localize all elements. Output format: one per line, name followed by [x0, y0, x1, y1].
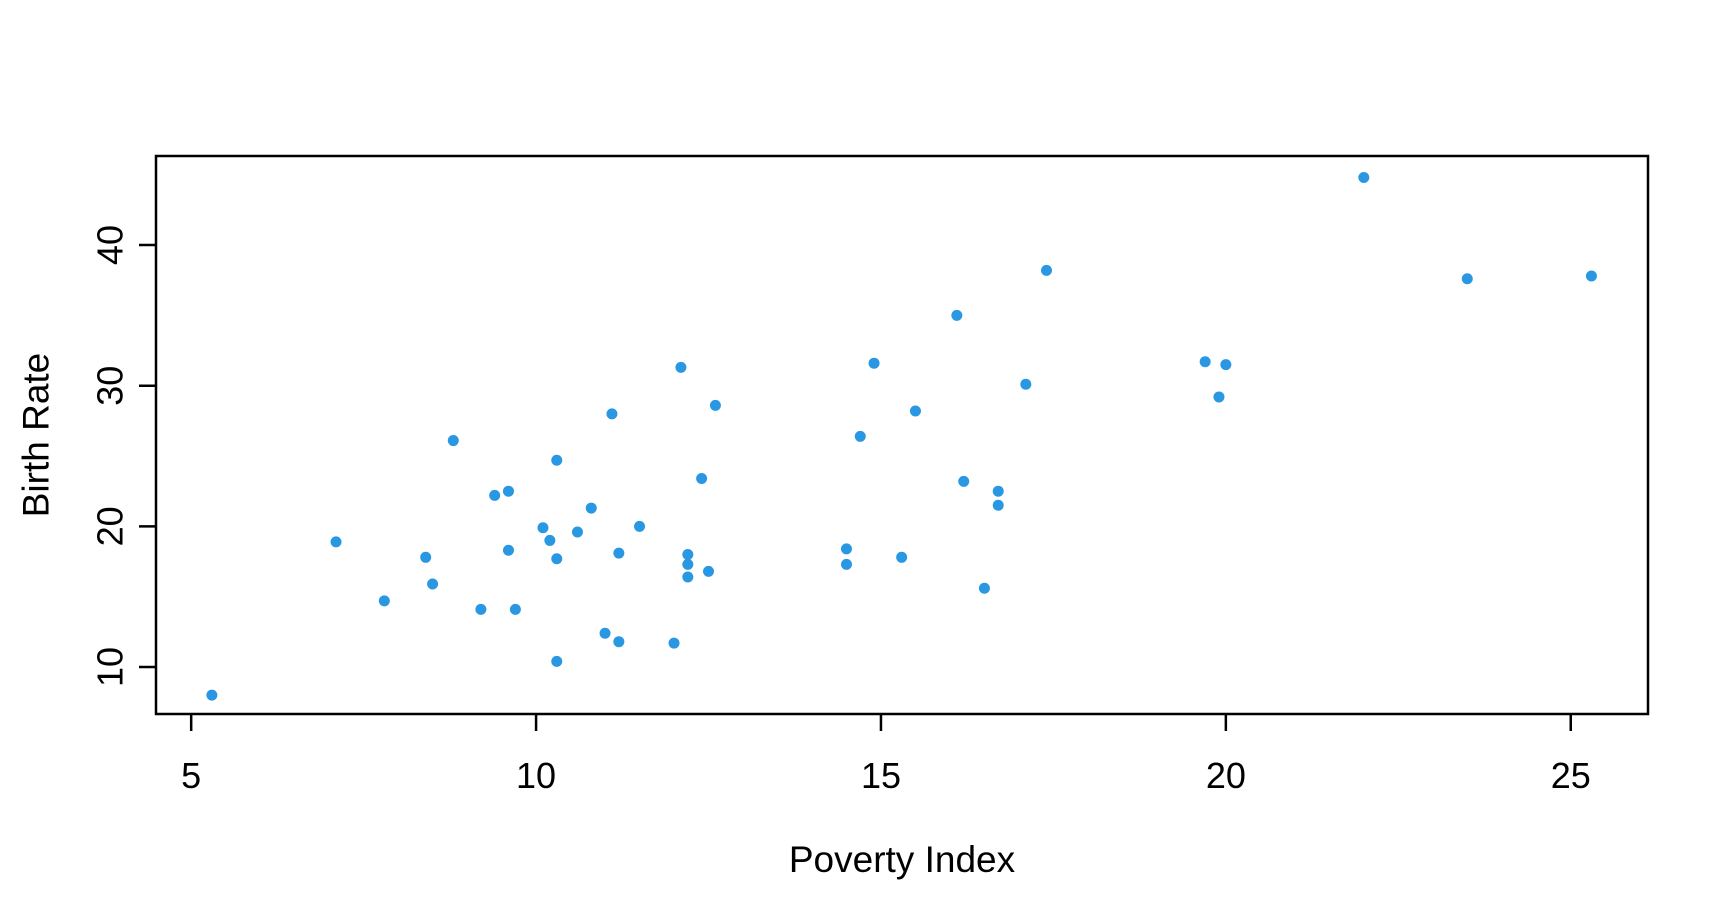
x-tick-label: 25: [1551, 755, 1591, 796]
data-point: [475, 603, 487, 615]
data-point: [909, 405, 921, 417]
data-point: [613, 636, 625, 648]
data-point: [682, 548, 694, 560]
data-point: [896, 551, 908, 563]
data-point: [537, 522, 549, 534]
data-point: [951, 309, 963, 321]
data-point: [1020, 378, 1032, 390]
data-point: [1358, 172, 1370, 184]
data-point: [489, 489, 501, 501]
data-point: [509, 603, 521, 615]
data-point: [958, 475, 970, 487]
data-point: [447, 435, 459, 447]
y-tick-label: 10: [90, 647, 131, 687]
data-point: [613, 547, 625, 559]
x-tick-label: 5: [181, 755, 201, 796]
data-point: [551, 553, 563, 565]
data-point: [992, 485, 1004, 497]
y-tick-label: 30: [90, 366, 131, 406]
data-point: [1199, 356, 1211, 368]
data-point: [1213, 391, 1225, 403]
y-tick-label: 20: [90, 506, 131, 546]
data-point: [502, 485, 514, 497]
data-point: [1220, 359, 1232, 371]
data-point: [1585, 270, 1597, 282]
data-point: [502, 544, 514, 556]
data-point: [682, 558, 694, 570]
data-point: [571, 526, 583, 538]
y-tick-label: 40: [90, 225, 131, 265]
data-point: [420, 551, 432, 563]
data-point: [330, 536, 342, 548]
data-point: [427, 578, 439, 590]
data-point: [544, 534, 556, 546]
data-point: [599, 627, 611, 639]
data-point: [551, 454, 563, 466]
data-point: [1461, 273, 1473, 285]
data-point: [696, 473, 708, 485]
data-point: [606, 408, 618, 420]
plot-border: [154, 154, 1650, 716]
data-point: [206, 689, 218, 701]
y-axis-title: Birth Rate: [16, 353, 57, 518]
x-tick-label: 10: [516, 755, 556, 796]
data-point: [703, 565, 715, 577]
data-point: [682, 571, 694, 583]
data-point: [378, 595, 390, 607]
x-axis-title: Poverty Index: [789, 839, 1016, 880]
x-tick-label: 15: [861, 755, 901, 796]
data-point: [978, 582, 990, 594]
data-point: [634, 520, 646, 532]
data-point: [840, 558, 852, 570]
data-point: [709, 399, 721, 411]
data-point: [868, 357, 880, 369]
data-point: [675, 361, 687, 373]
data-point: [992, 499, 1004, 511]
data-point: [551, 655, 563, 667]
x-tick-label: 20: [1206, 755, 1246, 796]
data-point: [585, 502, 597, 514]
data-point: [854, 430, 866, 442]
data-point: [668, 637, 680, 649]
data-point: [1041, 264, 1053, 276]
data-point: [840, 543, 852, 555]
